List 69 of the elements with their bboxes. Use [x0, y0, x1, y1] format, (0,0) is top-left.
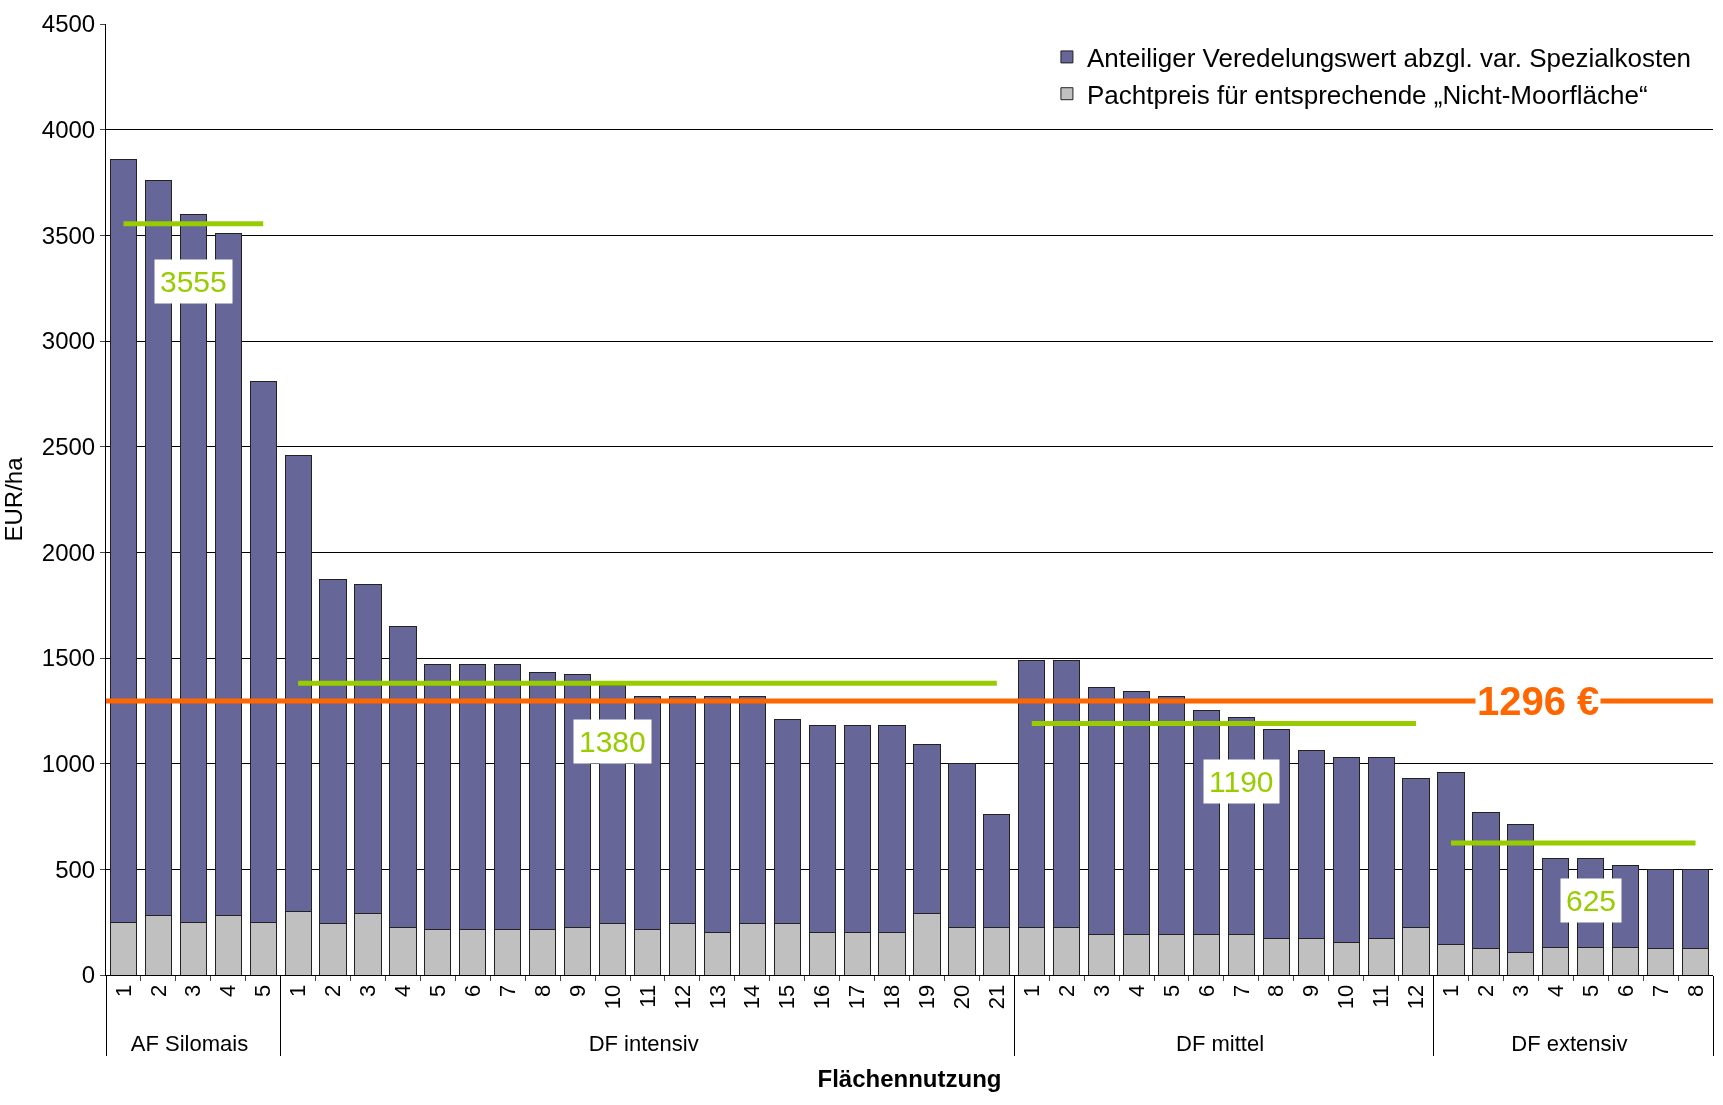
y-tick-label: 3000: [41, 327, 96, 355]
x-tick-label: 2: [1053, 984, 1079, 998]
x-tick-label: 20: [949, 984, 975, 1010]
x-tick-label: 7: [494, 984, 520, 998]
x-tick-label: 16: [809, 984, 835, 1010]
y-tick-label: 1500: [41, 644, 96, 672]
y-tick-label: 2500: [41, 433, 96, 461]
x-tick-label: 7: [1228, 984, 1254, 998]
x-tick-label: 19: [914, 984, 940, 1010]
x-tick-label: 4: [1123, 984, 1149, 998]
x-tick-label: 8: [529, 984, 555, 998]
x-tick-label: 6: [1193, 984, 1219, 998]
y-tick-label: 1000: [41, 750, 96, 778]
x-tick-label: 8: [1263, 984, 1289, 998]
y-tick-label: 4000: [41, 116, 96, 144]
data-label: 1190: [1209, 765, 1274, 798]
x-tick-label: 21: [983, 984, 1009, 1010]
x-tick-label: 12: [1403, 984, 1429, 1010]
x-tick-label: 17: [844, 984, 870, 1010]
x-tick-label: 6: [459, 984, 485, 998]
x-tick-label: 15: [774, 984, 800, 1010]
x-tick-label: 12: [669, 984, 695, 1010]
x-axis-title: Flächennutzung: [817, 1065, 1002, 1093]
x-tick-label: 11: [1368, 984, 1394, 1008]
x-tick-label: 8: [1682, 984, 1708, 998]
text: DF intensiv: [588, 1030, 699, 1056]
x-tick-label: 1: [285, 984, 311, 998]
ref-line-label: 1296 €: [1477, 679, 1600, 723]
x-tick-label: 1: [110, 984, 136, 998]
x-tick-label: 1: [1018, 984, 1044, 998]
y-axis-title: EUR/ha: [0, 456, 27, 542]
data-label: 1380: [579, 725, 646, 758]
x-tick-label: 10: [1333, 984, 1359, 1010]
x-tick-label: 5: [250, 984, 276, 998]
x-tick-label: 3: [355, 984, 381, 998]
legend-label: Pachtpreis für entsprechende „Nicht-Moorfläche“: [1086, 79, 1648, 110]
data-label: 3555: [160, 265, 227, 298]
text: AF Silomais: [130, 1030, 249, 1056]
text: DF extensiv: [1511, 1030, 1628, 1056]
x-tick-label: 4: [215, 984, 241, 998]
x-tick-label: 5: [425, 984, 451, 998]
y-tick-label: 500: [55, 855, 96, 883]
y-tick-label: 0: [81, 961, 96, 989]
x-tick-label: 5: [1158, 984, 1184, 998]
x-tick-label: 9: [1298, 984, 1324, 998]
x-tick-label: 6: [1612, 984, 1638, 998]
text: DF mittel: [1176, 1030, 1265, 1056]
x-tick-label: 2: [1473, 984, 1499, 998]
x-tick-label: 5: [1577, 984, 1603, 998]
y-tick-label: 2000: [41, 538, 96, 566]
data-label: 625: [1566, 884, 1617, 917]
y-tick-label: 3500: [41, 221, 96, 249]
x-tick-label: 3: [1088, 984, 1114, 998]
y-tick-label: 4500: [41, 10, 96, 38]
x-tick-label: 7: [1647, 984, 1673, 998]
x-tick-label: 11: [634, 984, 660, 1008]
x-tick-label: 4: [1542, 984, 1568, 998]
legend-label: Anteiliger Veredelungswert abzgl. var. Spezialkosten: [1086, 43, 1692, 74]
x-tick-label: 1: [1438, 984, 1464, 998]
x-tick-label: 2: [145, 984, 171, 998]
x-tick-label: 2: [320, 984, 346, 998]
x-tick-label: 3: [1508, 984, 1534, 998]
x-tick-label: 3: [180, 984, 206, 998]
x-tick-label: 4: [390, 984, 416, 998]
x-tick-label: 14: [739, 984, 765, 1010]
x-tick-label: 13: [704, 984, 730, 1010]
x-tick-label: 9: [564, 984, 590, 998]
x-tick-label: 18: [879, 984, 905, 1010]
x-tick-label: 10: [599, 984, 625, 1010]
